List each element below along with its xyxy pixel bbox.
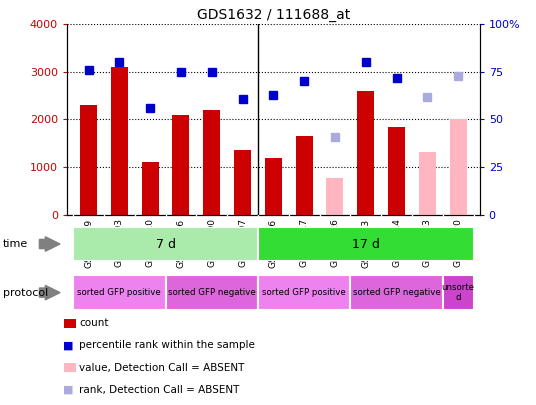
Text: GSM43193: GSM43193 (361, 218, 370, 267)
Bar (265, 158, 282, 215)
Text: sorted GFP positive: sorted GFP positive (262, 288, 346, 297)
Text: GSM43223: GSM43223 (423, 218, 432, 267)
Text: GSM43220: GSM43220 (453, 218, 463, 267)
Text: GSM43189: GSM43189 (84, 218, 93, 267)
FancyArrow shape (40, 237, 60, 251)
Text: ■: ■ (63, 340, 74, 350)
Bar (419, 152, 436, 215)
Bar (450, 119, 467, 215)
Text: GSM43203: GSM43203 (115, 218, 124, 267)
Bar (443, 275, 474, 310)
Bar (351, 275, 443, 310)
Text: value, Detection Call = ABSENT: value, Detection Call = ABSENT (79, 362, 245, 373)
Bar (80, 105, 97, 215)
Bar (73, 227, 258, 261)
Bar (166, 275, 258, 310)
Bar (388, 127, 405, 215)
Text: GSM43200: GSM43200 (207, 218, 216, 267)
Text: sorted GFP positive: sorted GFP positive (78, 288, 161, 297)
Bar (142, 162, 159, 215)
Text: unsorte
d: unsorte d (442, 283, 475, 302)
Text: 7 d: 7 d (155, 237, 176, 251)
Title: GDS1632 / 111688_at: GDS1632 / 111688_at (197, 8, 350, 22)
Bar (173, 115, 189, 215)
Bar (73, 275, 166, 310)
Text: protocol: protocol (3, 288, 48, 298)
Bar (111, 67, 128, 215)
FancyArrow shape (40, 286, 60, 300)
Text: ■: ■ (63, 385, 74, 395)
Text: percentile rank within the sample: percentile rank within the sample (79, 340, 255, 350)
Text: 17 d: 17 d (352, 237, 379, 251)
Bar (258, 227, 474, 261)
Text: GSM43210: GSM43210 (146, 218, 155, 267)
Bar (358, 91, 374, 215)
Text: GSM43214: GSM43214 (392, 218, 401, 267)
Text: GSM43196: GSM43196 (269, 218, 278, 267)
Bar (258, 275, 351, 310)
Bar (203, 110, 220, 215)
Text: GSM43186: GSM43186 (176, 218, 185, 267)
Text: sorted GFP negative: sorted GFP negative (353, 288, 441, 297)
Bar (296, 136, 312, 215)
Bar (234, 150, 251, 215)
Text: GSM43226: GSM43226 (331, 218, 339, 267)
Text: sorted GFP negative: sorted GFP negative (168, 288, 256, 297)
Text: count: count (79, 318, 109, 328)
Text: rank, Detection Call = ABSENT: rank, Detection Call = ABSENT (79, 385, 240, 395)
Text: time: time (3, 239, 28, 249)
Text: GSM43207: GSM43207 (238, 218, 247, 267)
Bar (326, 177, 344, 215)
Text: GSM43217: GSM43217 (300, 218, 309, 267)
